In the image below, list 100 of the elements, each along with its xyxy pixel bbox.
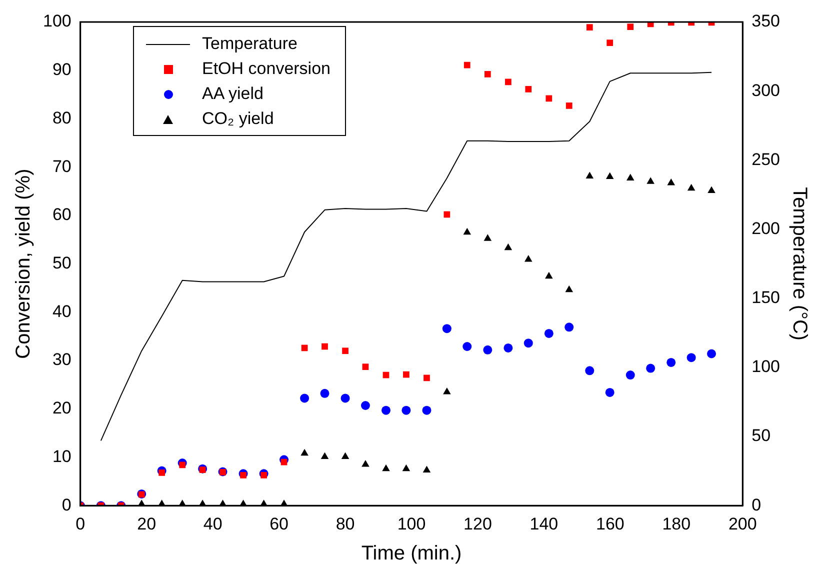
point: [402, 464, 410, 472]
point: [484, 234, 492, 241]
point: [280, 458, 288, 466]
point: [585, 366, 594, 376]
point: [320, 452, 329, 460]
x-tick-label: 180: [662, 514, 691, 534]
legend-label: CO₂ yield: [202, 109, 274, 128]
y-tick-label: 0: [62, 495, 72, 514]
point: [442, 324, 452, 334]
point: [362, 460, 370, 467]
point: [382, 464, 390, 472]
x-tick-label: 100: [397, 514, 426, 534]
point: [627, 24, 634, 30]
point: [463, 228, 472, 235]
y-tick-label: 70: [52, 156, 72, 176]
y-tick-label: 30: [52, 350, 72, 370]
x-tick-label: 20: [137, 514, 156, 534]
y2-tick-label: 0: [752, 495, 762, 514]
legend-label: EtOH conversion: [202, 59, 330, 78]
x-tick-label: 80: [336, 514, 355, 534]
point: [320, 388, 330, 398]
point: [504, 243, 512, 250]
point: [566, 102, 572, 109]
point: [605, 388, 614, 397]
point: [505, 78, 512, 86]
x-tick-label: 160: [596, 514, 624, 534]
x-tick-label: 200: [728, 514, 757, 534]
point: [586, 24, 593, 30]
point: [504, 343, 513, 352]
point: [687, 184, 696, 191]
point: [525, 86, 532, 92]
x-tick-label: 120: [464, 514, 492, 534]
y-tick-label: 100: [42, 12, 72, 31]
point: [545, 272, 553, 279]
point: [606, 172, 614, 179]
point: [424, 374, 430, 382]
point: [565, 285, 574, 292]
point: [708, 186, 716, 194]
point: [546, 95, 552, 102]
x-tick-label: 60: [270, 514, 289, 534]
y-tick-label: 60: [52, 205, 72, 224]
point: [564, 322, 574, 332]
point: [626, 370, 635, 380]
point: [626, 174, 634, 180]
point: [322, 343, 328, 350]
point: [362, 364, 369, 370]
x-tick-label: 140: [530, 514, 558, 534]
point: [240, 472, 246, 478]
point: [443, 387, 451, 394]
point: [686, 353, 696, 362]
y-tick-label: 90: [52, 60, 72, 80]
point: [342, 348, 348, 354]
point: [382, 406, 391, 415]
point: [462, 342, 472, 351]
legend-label: AA yield: [202, 84, 264, 103]
point: [484, 71, 491, 78]
x-tick-label: 0: [76, 514, 86, 534]
y2-tick-label: 350: [752, 12, 780, 31]
point: [403, 371, 410, 378]
legend-label: Temperature: [202, 34, 298, 53]
y2-tick-label: 50: [752, 426, 771, 446]
point: [422, 406, 432, 415]
y-tick-label: 20: [52, 398, 72, 418]
point: [524, 338, 533, 348]
point: [606, 40, 614, 46]
y-tick-label: 10: [52, 446, 72, 466]
y2-tick-label: 300: [752, 80, 780, 100]
x-tick-label: 40: [203, 514, 222, 534]
point: [586, 172, 594, 179]
point: [544, 328, 554, 338]
point: [260, 472, 267, 478]
y2-tick-label: 250: [752, 150, 780, 169]
y-tick-label: 80: [52, 108, 72, 128]
point: [707, 349, 716, 358]
point: [341, 452, 350, 460]
y2-tick-label: 150: [752, 288, 780, 308]
point: [646, 177, 654, 184]
point: [402, 406, 411, 415]
point: [199, 466, 206, 473]
x-axis-title: Time (min.): [361, 542, 462, 565]
y2-axis-title: Temperature (°C): [788, 187, 810, 341]
y-tick-label: 40: [52, 302, 72, 321]
y-tick-label: 50: [52, 253, 72, 272]
point: [340, 394, 350, 403]
point: [524, 254, 532, 262]
y-axis-title: Conversion, yield (%): [12, 168, 35, 359]
point: [444, 211, 450, 218]
point: [483, 345, 492, 354]
point: [464, 62, 470, 68]
point: [158, 470, 166, 476]
point: [300, 394, 310, 403]
point: [646, 364, 656, 373]
point: [300, 448, 308, 456]
point: [360, 400, 370, 410]
point: [179, 462, 186, 468]
point: [666, 358, 676, 367]
point: [422, 466, 431, 473]
y2-tick-label: 200: [752, 218, 780, 238]
point: [667, 178, 676, 186]
y2-tick-label: 100: [752, 357, 780, 376]
